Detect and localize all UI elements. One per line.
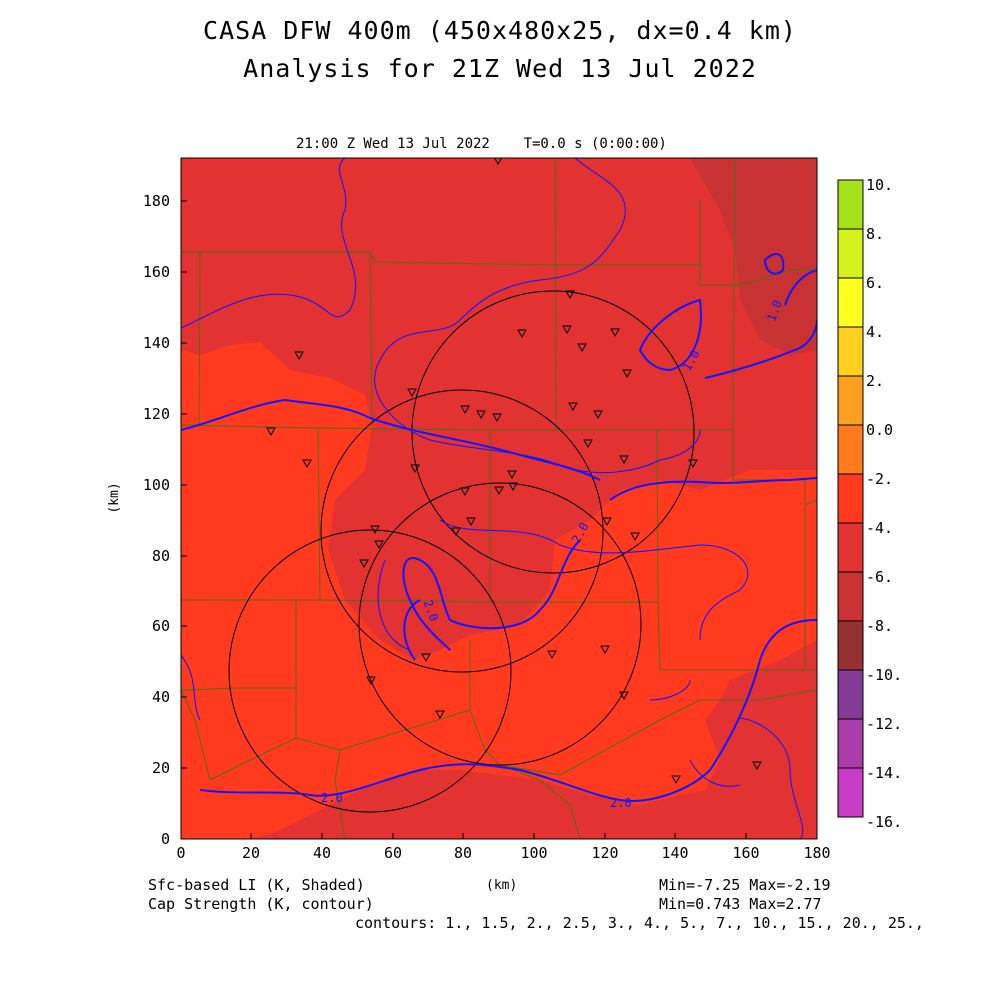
colorbar-label: -14. xyxy=(866,764,902,782)
colorbar-label: -8. xyxy=(866,617,893,635)
x-tick-label: 20 xyxy=(242,844,260,862)
footer-contour-range: Min=0.743 Max=2.77 xyxy=(659,895,822,913)
x-tick-label: 160 xyxy=(732,844,759,862)
contour-label: 2.0 xyxy=(321,791,343,805)
colorbar xyxy=(837,179,864,818)
colorbar-label: -2. xyxy=(866,470,893,488)
radar-ring-south xyxy=(358,482,642,766)
plot-header: 21:00 Z Wed 13 Jul 2022 T=0.0 s (0:00:00… xyxy=(296,136,667,152)
x-tick-label: 0 xyxy=(176,844,185,862)
colorbar-label: 8. xyxy=(866,225,884,243)
y-tick-label: 0 xyxy=(161,830,170,848)
cap-contours xyxy=(181,158,817,839)
x-tick-labels: 0 20 40 60 80 100 120 140 160 180 xyxy=(176,844,830,862)
contour-label: 2.0 xyxy=(421,598,442,623)
main-title: CASA DFW 400m (450x480x25, dx=0.4 km) xyxy=(203,16,797,45)
contour-label: 1.0 xyxy=(764,298,785,323)
colorbar-label: 4. xyxy=(866,323,884,341)
x-axis-label: (km) xyxy=(486,878,518,893)
contour-labels: 2.0 2.0 2.0 2.0 1.0 1.0 xyxy=(321,298,785,810)
colorbar-label: -6. xyxy=(866,568,893,586)
axis-ticks xyxy=(180,200,818,840)
footer-contour-levels: contours: 1., 1.5, 2., 2.5, 3., 4., 5., … xyxy=(355,914,924,932)
plot-frame xyxy=(180,157,818,840)
x-tick-label: 180 xyxy=(803,844,830,862)
y-tick-label: 100 xyxy=(143,476,170,494)
main-subtitle: Analysis for 21Z Wed 13 Jul 2022 xyxy=(243,54,757,83)
colorbar-label: 6. xyxy=(866,274,884,292)
y-axis-label: (km) xyxy=(107,482,122,513)
colorbar-label: -4. xyxy=(866,519,893,537)
radar-rings xyxy=(228,290,695,813)
footer-contour-field: Cap Strength (K, contour) xyxy=(148,895,374,913)
colorbar-label: 0.0 xyxy=(866,421,893,439)
y-tick-label: 60 xyxy=(152,617,170,635)
footer-shaded-field: Sfc-based LI (K, Shaded) xyxy=(148,876,365,894)
y-tick-labels: 0 20 40 60 80 100 120 140 160 180 xyxy=(143,192,170,848)
y-tick-label: 40 xyxy=(152,688,170,706)
y-tick-label: 80 xyxy=(152,547,170,565)
colorbar-label: -12. xyxy=(866,715,902,733)
x-tick-label: 60 xyxy=(384,844,402,862)
y-tick-label: 180 xyxy=(143,192,170,210)
contour-label: 2.0 xyxy=(610,796,632,810)
li-shade-dark-region xyxy=(690,158,817,355)
x-tick-label: 40 xyxy=(313,844,331,862)
colorbar-label: -10. xyxy=(866,666,902,684)
map-area: 2.0 2.0 2.0 2.0 1.0 1.0 xyxy=(181,158,817,839)
county-lines xyxy=(181,159,817,839)
li-shade-bright-region xyxy=(181,342,817,839)
x-tick-label: 80 xyxy=(454,844,472,862)
station-markers xyxy=(266,158,762,785)
colorbar-label: -16. xyxy=(866,813,902,831)
colorbar-label: 2. xyxy=(866,372,884,390)
colorbar-labels: 10. 8. 6. 4. 2. 0.0 -2. -4. -6. -8. -10.… xyxy=(866,176,902,831)
y-tick-label: 140 xyxy=(143,334,170,352)
x-tick-label: 100 xyxy=(520,844,547,862)
colorbar-label: 10. xyxy=(866,176,893,194)
y-tick-label: 20 xyxy=(152,759,170,777)
y-tick-label: 120 xyxy=(143,405,170,423)
x-tick-label: 140 xyxy=(661,844,688,862)
footer-shaded-range: Min=-7.25 Max=-2.19 xyxy=(659,876,831,894)
y-tick-label: 160 xyxy=(143,263,170,281)
x-tick-label: 120 xyxy=(591,844,618,862)
radar-ring-southwest xyxy=(228,529,512,813)
radar-ring-center xyxy=(320,389,604,673)
